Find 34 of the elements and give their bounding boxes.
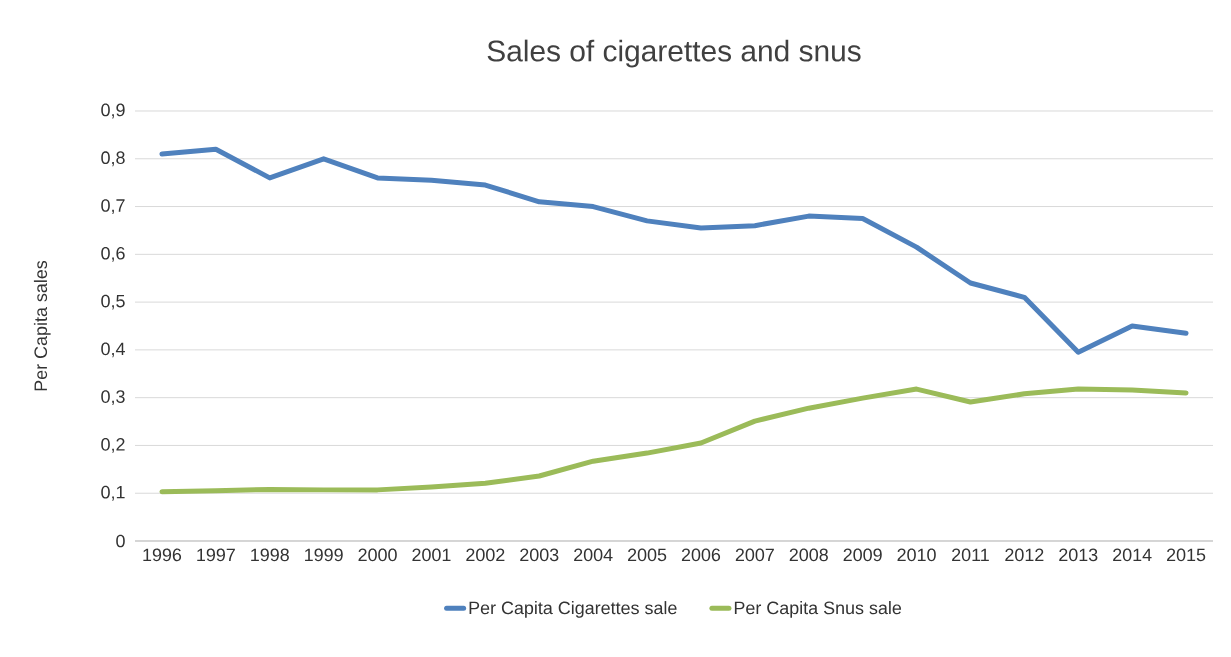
x-tick-label: 2011 <box>952 548 989 562</box>
x-tick-label: 1998 <box>251 548 289 562</box>
x-tick-label: 2014 <box>1113 548 1152 562</box>
x-tick-label: 2008 <box>789 548 828 562</box>
y-tick-label: 0,4 <box>101 342 125 358</box>
x-tick-label: 2004 <box>574 548 613 562</box>
y-tick-label: 0,6 <box>101 246 125 262</box>
x-tick-label: 2007 <box>735 548 774 562</box>
y-axis-title: Per Capita sales <box>33 260 51 391</box>
x-tick-label: 1999 <box>305 548 343 562</box>
legend-label: Per Capita Snus sale <box>734 601 902 618</box>
y-tick-label: 0 <box>116 534 125 548</box>
x-tick-label: 2015 <box>1167 548 1206 562</box>
y-tick-label: 0,8 <box>101 151 125 167</box>
x-tick-label: 2012 <box>1005 548 1044 562</box>
chart-title: Sales of cigarettes and snus <box>487 39 861 68</box>
y-tick-label: 0,7 <box>101 199 125 214</box>
x-tick-label: 2002 <box>466 548 505 562</box>
x-tick-label: 2010 <box>897 548 936 562</box>
y-tick-label: 0,3 <box>101 390 125 406</box>
y-tick-label: 0,2 <box>101 438 125 453</box>
y-tick-label: 0,5 <box>101 294 125 310</box>
x-tick-label: 2001 <box>412 548 451 562</box>
x-tick-label: 2003 <box>520 548 559 562</box>
x-tick-label: 1997 <box>197 548 235 562</box>
x-tick-label: 2005 <box>628 548 667 562</box>
x-tick-label: 1996 <box>143 548 182 562</box>
y-tick-label: 0,9 <box>101 103 125 119</box>
x-tick-label: 2006 <box>681 548 721 562</box>
x-tick-label: 2000 <box>358 548 397 562</box>
x-tick-label: 2013 <box>1059 548 1098 562</box>
y-tick-label: 0,1 <box>101 485 125 501</box>
x-tick-label: 2009 <box>843 548 882 562</box>
legend-label: Per Capita Cigarettes sale <box>469 601 677 618</box>
